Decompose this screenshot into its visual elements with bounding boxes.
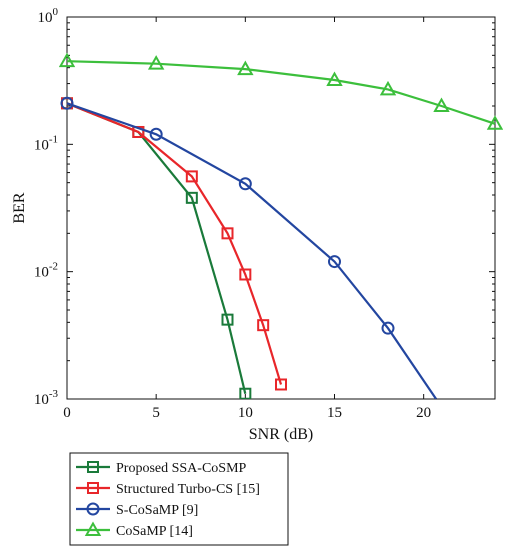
data-point (433, 97, 450, 113)
axis-ticks: 0 5 10 15 20 100 10-1 10-2 10-3 (34, 6, 495, 421)
y-tick-label: 10-1 (34, 133, 58, 153)
x-tick-label: 0 (63, 405, 71, 421)
data-point (60, 96, 74, 110)
data-point (486, 115, 503, 130)
data-point (239, 268, 252, 281)
legend-item: CoSaMP [14] (76, 521, 193, 539)
data-point (238, 177, 252, 191)
data-point (379, 80, 397, 96)
legend-label: CoSaMP [14] (116, 524, 193, 539)
series-layer (59, 52, 503, 399)
legend-marker (87, 461, 99, 473)
series-line (66, 102, 283, 385)
y-tick-label: 10-2 (34, 261, 58, 281)
x-tick-label: 20 (416, 405, 431, 421)
series-line (66, 60, 496, 125)
data-point (237, 60, 254, 76)
x-tick-label: 10 (238, 405, 253, 421)
legend-item: Proposed SSA-CoSMP (76, 461, 247, 476)
legend-label: Structured Turbo-CS [15] (116, 482, 260, 497)
legend: Proposed SSA-CoSMP Structured Turbo-CS [1… (69, 452, 289, 546)
series-circle (60, 96, 438, 399)
legend-marker (84, 521, 102, 536)
legend-marker (86, 502, 100, 516)
data-point (328, 255, 341, 269)
series-triangle (59, 52, 503, 130)
data-point (381, 321, 395, 335)
data-point (185, 170, 198, 183)
data-point (185, 191, 198, 204)
legend-item: S-CoSaMP [9] (76, 502, 198, 518)
y-axis-label: BER (11, 192, 28, 223)
data-point (239, 387, 252, 399)
data-point (147, 55, 165, 70)
legend-item: Structured Turbo-CS [15] (76, 482, 260, 497)
y-tick-label: 10-3 (34, 388, 59, 408)
data-point (257, 319, 270, 332)
legend-marker (87, 482, 99, 494)
data-point (275, 378, 287, 391)
data-point (221, 313, 234, 326)
legend-label: S-CoSaMP [9] (116, 503, 198, 518)
x-tick-label: 15 (327, 405, 342, 421)
legend-label: Proposed SSA-CoSMP (116, 461, 247, 476)
data-point (326, 71, 343, 87)
data-point (221, 227, 234, 240)
y-tick-label: 100 (38, 6, 59, 26)
plot-area (66, 16, 496, 400)
data-point (149, 127, 163, 141)
x-tick-label: 5 (152, 405, 160, 421)
series-line (66, 102, 438, 399)
data-point (59, 52, 76, 68)
x-axis-label: SNR (dB) (249, 426, 313, 443)
